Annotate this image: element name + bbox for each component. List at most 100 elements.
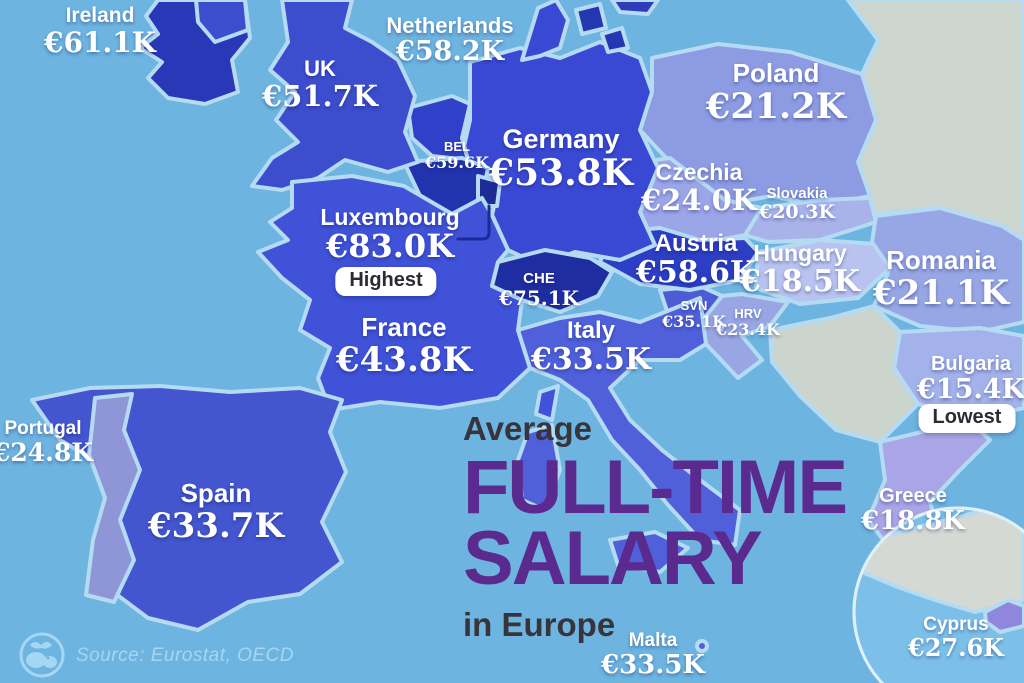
country-label-hungary: Hungary €18.5K <box>740 241 860 299</box>
country-label-malta: Malta €33.5K <box>601 631 705 680</box>
country-value: €21.1K <box>872 273 1010 314</box>
country-value: €83.0K <box>325 227 454 266</box>
country-name: Czechia <box>655 159 743 185</box>
title-line1: FULL-TIME <box>463 445 848 530</box>
country-name: Slovakia <box>766 185 828 202</box>
country-label-belgium: BEL €59.6K <box>425 140 489 172</box>
country-value: €43.8K <box>335 340 473 381</box>
country-name: Luxembourg <box>320 204 460 230</box>
luxembourg-connector-line <box>456 204 491 241</box>
country-shape-netherlands <box>406 94 472 162</box>
country-value: €35.1K <box>661 311 727 331</box>
title-block: Average FULL-TIME SALARY in Europe <box>463 410 848 644</box>
country-value: €33.5K <box>600 649 706 680</box>
country-value: €24.0K <box>640 183 758 218</box>
country-value: €20.3K <box>758 200 836 223</box>
country-label-poland: Poland €21.2K <box>705 58 847 128</box>
country-value: €33.7K <box>147 506 285 547</box>
title-post: in Europe <box>463 606 616 644</box>
country-name: Cyprus <box>923 614 989 635</box>
country-label-czechia: Czechia €24.0K <box>641 160 757 217</box>
country-shape-sweden-fragment <box>610 0 660 16</box>
country-shape-malta <box>695 639 709 653</box>
hippo-family-logo-icon <box>19 632 65 678</box>
country-shape-uk <box>250 0 420 192</box>
country-name: Romania <box>886 245 996 275</box>
country-label-netherlands: Netherlands €58.2K <box>386 14 513 67</box>
country-label-ireland: Ireland €61.1K <box>43 4 157 60</box>
country-name: Netherlands <box>386 13 514 38</box>
title-line2: SALARY <box>463 515 763 601</box>
country-name: Poland <box>732 58 820 88</box>
country-label-uk: UK €51.7K <box>262 57 378 113</box>
country-name: Bulgaria <box>930 353 1012 375</box>
country-name: CHE <box>523 270 555 287</box>
country-value: €53.8K <box>488 152 634 195</box>
country-value: €58.6K <box>635 255 757 291</box>
country-shape-cyprus <box>983 598 1024 634</box>
corsica-island <box>534 384 560 422</box>
denmark-island <box>574 2 608 36</box>
country-shape-portugal <box>84 392 142 604</box>
country-label-greece: Greece €18.8K <box>861 486 965 536</box>
lowest-badge: Lowest <box>918 404 1016 433</box>
country-name: Hungary <box>753 240 847 266</box>
country-shape-northern-ireland <box>194 0 250 44</box>
country-shape-slovakia <box>743 196 878 244</box>
country-label-slovakia: Slovakia €20.3K <box>759 186 835 223</box>
country-value: €58.2K <box>395 36 504 68</box>
highest-badge: Highest <box>335 267 437 296</box>
country-name: UK <box>304 56 336 81</box>
country-label-portugal: Portugal €24.8K <box>0 419 93 467</box>
country-shape-turkey <box>854 508 1024 614</box>
country-label-switzerland: CHE €75.1K <box>499 271 579 309</box>
country-shape-hungary <box>754 238 892 306</box>
country-label-germany: Germany €53.8K <box>489 125 633 194</box>
country-value: €27.6K <box>907 632 1005 662</box>
cyprus-inset <box>852 506 1024 683</box>
country-name: BEL <box>443 139 470 154</box>
country-name: Spain <box>180 478 252 508</box>
country-name: Germany <box>502 124 620 154</box>
country-label-bulgaria: Bulgaria €15.4K <box>917 354 1024 405</box>
country-name: Austria <box>654 230 738 257</box>
sardinia-island <box>516 423 562 512</box>
country-name: Portugal <box>4 418 82 439</box>
country-label-cyprus: Cyprus €27.6K <box>908 615 1004 662</box>
country-label-spain: Spain €33.7K <box>147 478 285 547</box>
title-pre: Average <box>463 410 593 447</box>
country-label-france: France €43.8K <box>335 312 473 381</box>
country-label-italy: Italy €33.5K <box>531 318 651 377</box>
country-name: Malta <box>628 630 678 651</box>
country-value: €75.1K <box>498 285 580 310</box>
country-value: €15.4K <box>916 374 1024 405</box>
country-label-romania: Romania €21.1K <box>872 245 1010 314</box>
source-attribution: Source: Eurostat, OECD <box>76 645 294 666</box>
country-value: €23.4K <box>715 319 781 339</box>
country-shape-switzerland <box>490 248 614 314</box>
sicily-island <box>608 530 690 574</box>
country-name: SVN <box>680 298 708 313</box>
country-name: Italy <box>566 317 616 344</box>
country-shape-nodata-balkans <box>768 304 920 444</box>
country-label-slovenia: SVN €35.1K <box>662 299 726 331</box>
country-label-croatia: HRV €23.4K <box>716 307 780 339</box>
country-label-luxembourg: Luxembourg €83.0K <box>320 205 459 265</box>
country-name: France <box>361 312 447 342</box>
country-value: €18.5K <box>739 264 861 300</box>
country-shape-italy <box>516 296 742 547</box>
country-value: €61.1K <box>43 26 157 60</box>
country-value: €33.5K <box>530 342 652 378</box>
country-value: €21.2K <box>705 86 847 128</box>
country-value: €59.6K <box>424 152 490 172</box>
country-name: Greece <box>879 485 947 507</box>
country-value: €24.8K <box>0 437 94 467</box>
country-value: €18.8K <box>860 506 966 536</box>
country-shape-denmark <box>520 0 570 62</box>
country-label-austria: Austria €58.6K <box>636 231 756 290</box>
denmark-island <box>600 26 630 54</box>
country-name: HRV <box>734 306 762 321</box>
country-value: €51.7K <box>261 79 379 114</box>
